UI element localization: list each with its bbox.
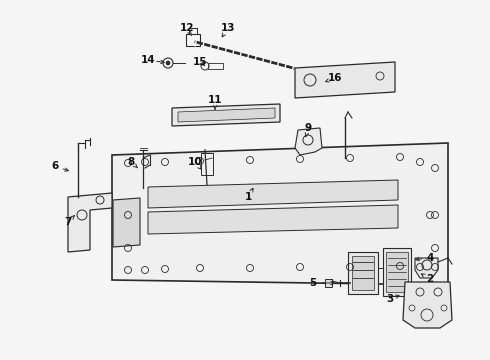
Text: 8: 8: [127, 157, 135, 167]
Polygon shape: [415, 258, 438, 278]
Circle shape: [166, 61, 170, 65]
Bar: [348, 252, 378, 294]
Text: 10: 10: [188, 157, 202, 167]
Bar: [352, 256, 374, 290]
Polygon shape: [148, 205, 398, 234]
Polygon shape: [112, 143, 448, 285]
Polygon shape: [68, 193, 112, 252]
Polygon shape: [295, 128, 322, 155]
Polygon shape: [178, 108, 275, 122]
Bar: [201, 153, 213, 175]
Text: 12: 12: [180, 23, 194, 33]
Text: 1: 1: [245, 192, 252, 202]
Text: 16: 16: [328, 73, 342, 83]
Polygon shape: [148, 180, 398, 208]
Text: 14: 14: [141, 55, 155, 65]
Polygon shape: [295, 62, 395, 98]
Text: 5: 5: [309, 278, 317, 288]
Text: 13: 13: [221, 23, 235, 33]
Polygon shape: [325, 279, 332, 287]
Text: 11: 11: [208, 95, 222, 105]
Text: 6: 6: [51, 161, 59, 171]
Text: 15: 15: [193, 57, 207, 67]
Text: 9: 9: [304, 123, 312, 133]
Polygon shape: [113, 198, 140, 247]
Polygon shape: [172, 104, 280, 126]
Polygon shape: [403, 282, 452, 328]
Bar: [208, 63, 223, 69]
Text: 7: 7: [64, 217, 72, 227]
Bar: [386, 252, 408, 292]
Bar: [383, 248, 411, 296]
Bar: [186, 34, 200, 46]
Text: 3: 3: [387, 294, 393, 304]
Text: 4: 4: [426, 253, 434, 263]
Text: 2: 2: [426, 274, 434, 284]
